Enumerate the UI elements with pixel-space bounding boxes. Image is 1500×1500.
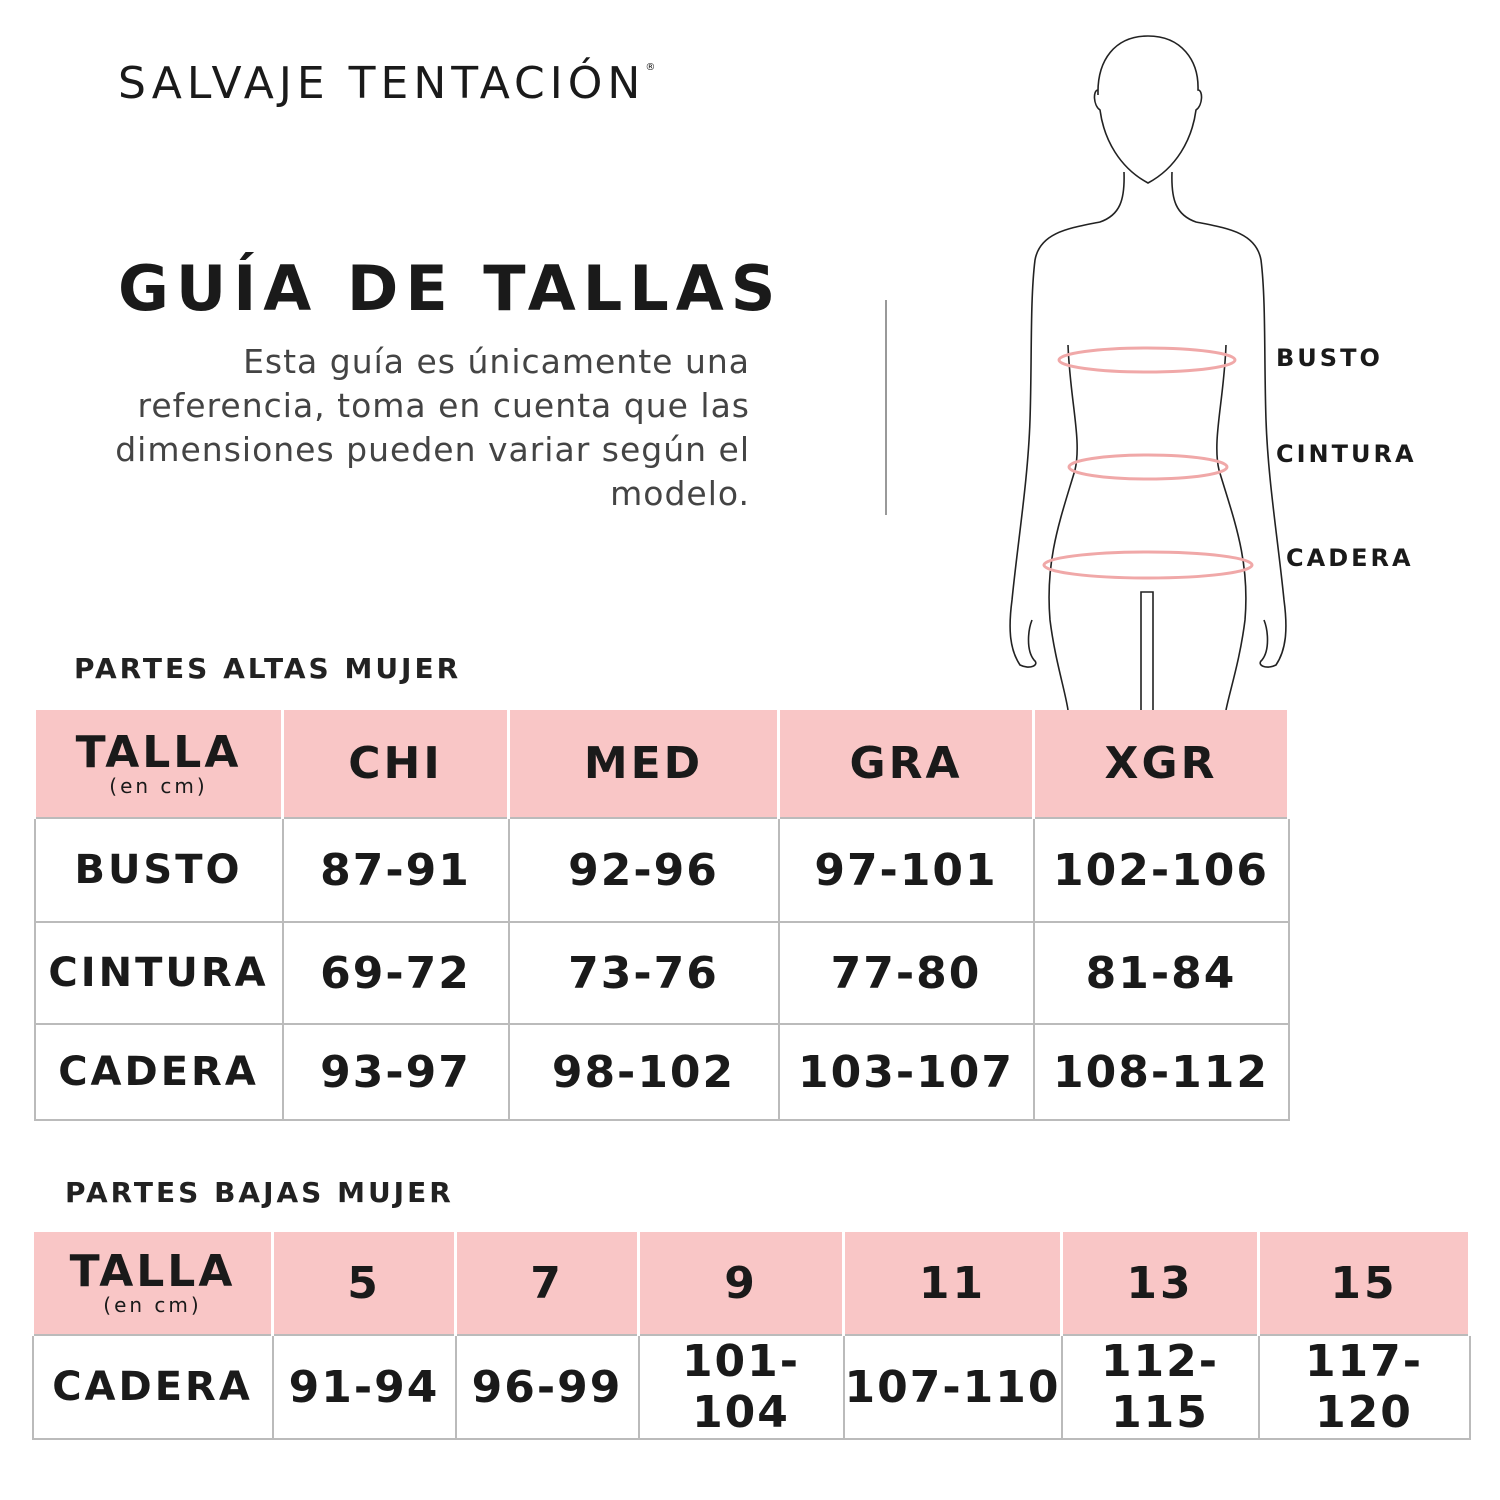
table-cell: 98-102 — [507, 1023, 780, 1121]
brand-logo: SALVAJE TENTACIÓN® — [118, 58, 655, 109]
table-cell: 101-104 — [637, 1334, 845, 1440]
table-row: CINTURA 69-72 73-76 77-80 81-84 — [33, 921, 1290, 1025]
row-label: CADERA — [33, 1023, 284, 1121]
table-cell: 77-80 — [777, 921, 1035, 1025]
bottoms-section-title: PARTES BAJAS MUJER — [65, 1176, 454, 1209]
table-cell: 117-120 — [1257, 1334, 1471, 1440]
table-cell: 97-101 — [777, 817, 1035, 923]
bottoms-size-table: TALLA (en cm) 5 7 9 11 13 15 CADERA 91-94… — [31, 1232, 1471, 1440]
divider — [885, 300, 887, 515]
figure-label-cadera: CADERA — [1286, 544, 1414, 572]
size-header: XGR — [1032, 710, 1290, 818]
body-figure-illustration — [1009, 35, 1287, 711]
table-cell: 73-76 — [507, 921, 780, 1025]
measure-lines — [1042, 346, 1254, 580]
row-label: CADERA — [31, 1334, 274, 1440]
tops-size-table: TALLA (en cm) CHI MED GRA XGR BUSTO 87-91… — [33, 710, 1290, 1121]
size-header: 15 — [1257, 1232, 1471, 1335]
waist-measure-line — [1067, 453, 1229, 481]
table-cell: 81-84 — [1032, 921, 1290, 1025]
size-header: 5 — [271, 1232, 457, 1335]
talla-header: TALLA (en cm) — [31, 1232, 274, 1335]
table-cell: 108-112 — [1032, 1023, 1290, 1121]
table-cell: 96-99 — [454, 1334, 640, 1440]
size-header: 11 — [842, 1232, 1063, 1335]
hip-measure-line — [1042, 550, 1254, 580]
size-header: MED — [507, 710, 780, 818]
row-label: CINTURA — [33, 921, 284, 1025]
size-header: 7 — [454, 1232, 640, 1335]
table-cell: 103-107 — [777, 1023, 1035, 1121]
unit-label: (en cm) — [103, 1293, 202, 1317]
registered-mark: ® — [645, 62, 656, 73]
table-header-row: TALLA (en cm) CHI MED GRA XGR — [33, 710, 1290, 818]
table-cell: 112-115 — [1060, 1334, 1260, 1440]
figure-label-cintura: CINTURA — [1276, 440, 1417, 468]
size-header: GRA — [777, 710, 1035, 818]
brand-name: SALVAJE TENTACIÓN — [118, 58, 646, 109]
table-row: CADERA 91-94 96-99 101-104 107-110 112-1… — [31, 1334, 1471, 1440]
talla-label: TALLA — [75, 726, 242, 778]
table-cell: 102-106 — [1032, 817, 1290, 923]
page-title: GUÍA DE TALLAS — [118, 252, 783, 325]
row-label: BUSTO — [33, 817, 284, 923]
table-cell: 69-72 — [281, 921, 510, 1025]
table-cell: 92-96 — [507, 817, 780, 923]
unit-label: (en cm) — [109, 773, 208, 798]
table-cell: 107-110 — [842, 1334, 1063, 1440]
body-outline — [1009, 35, 1287, 711]
size-header: 13 — [1060, 1232, 1260, 1335]
bust-measure-line — [1057, 346, 1237, 374]
table-row: CADERA 93-97 98-102 103-107 108-112 — [33, 1023, 1290, 1121]
talla-header: TALLA (en cm) — [33, 710, 284, 818]
table-header-row: TALLA (en cm) 5 7 9 11 13 15 — [31, 1232, 1471, 1335]
table-cell: 93-97 — [281, 1023, 510, 1121]
table-row: BUSTO 87-91 92-96 97-101 102-106 — [33, 817, 1290, 923]
talla-label: TALLA — [69, 1246, 236, 1297]
figure-label-busto: BUSTO — [1276, 344, 1383, 372]
size-header: 9 — [637, 1232, 845, 1335]
tops-section-title: PARTES ALTAS MUJER — [74, 652, 462, 685]
size-header: CHI — [281, 710, 510, 818]
table-cell: 87-91 — [281, 817, 510, 923]
description: Esta guía es únicamente una referencia, … — [115, 342, 750, 513]
table-cell: 91-94 — [271, 1334, 457, 1440]
